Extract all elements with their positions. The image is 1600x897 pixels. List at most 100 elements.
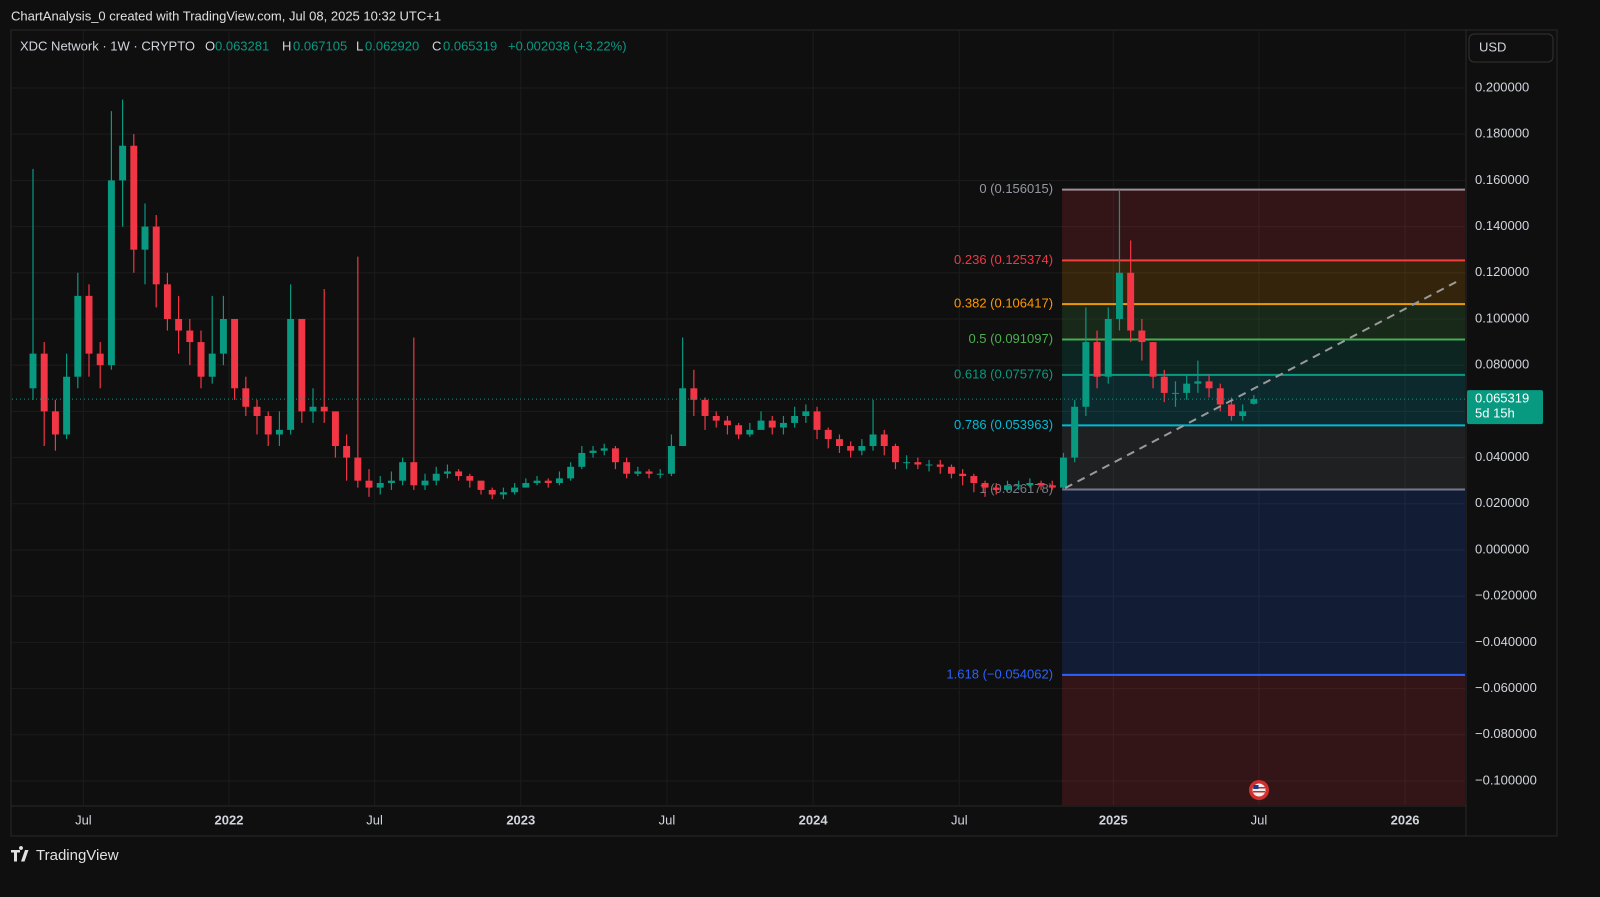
candle-body <box>959 473 967 477</box>
candle-body <box>1071 406 1079 458</box>
candle-body <box>880 434 888 447</box>
candle-body <box>925 464 933 466</box>
y-tick-label: 0.140000 <box>1475 218 1529 233</box>
x-tick-label: 2022 <box>215 812 244 827</box>
trendline <box>1064 279 1461 489</box>
fib-zone <box>1062 189 1465 261</box>
candle-body <box>970 476 978 483</box>
last-price-tag <box>1467 390 1543 425</box>
fib-retracement: 0 (0.156015) 0.236 (0.125374) 0.382 (0.106… <box>946 181 1465 805</box>
fib-label: 1 (0.026178) <box>979 481 1053 496</box>
x-tick-label: Jul <box>951 812 968 827</box>
open-label: O <box>205 38 215 53</box>
candle-body <box>264 415 272 435</box>
candle-body <box>1093 342 1101 377</box>
event-icon <box>1249 780 1269 800</box>
candle-body <box>275 429 283 435</box>
candle-body <box>253 406 261 416</box>
x-tick-label: 2025 <box>1099 812 1128 827</box>
currency[interactable]: USD <box>1479 39 1506 54</box>
fib-label: 0.618 (0.075776) <box>954 366 1053 381</box>
candle-body <box>499 492 507 495</box>
candle-body <box>813 411 821 430</box>
fib-zone <box>1062 339 1465 375</box>
candle-body <box>387 480 395 483</box>
candle-body <box>723 420 731 426</box>
x-tick-label: Jul <box>366 812 383 827</box>
candle-body <box>981 482 989 488</box>
candle-body <box>1104 318 1112 377</box>
caption: ChartAnalysis_0 created with TradingView… <box>11 8 441 23</box>
fib-zone <box>1062 489 1465 675</box>
fib-label: 1.618 (−0.054062) <box>946 666 1053 681</box>
candle-body <box>96 353 104 366</box>
fib-label: 0.5 (0.091097) <box>968 331 1053 346</box>
candle-body <box>231 318 239 389</box>
y-tick-label: −0.100000 <box>1475 772 1537 787</box>
candle-body <box>1037 482 1045 486</box>
y-tick-label: −0.040000 <box>1475 634 1537 649</box>
candle-body <box>432 473 440 481</box>
candle-body <box>63 376 71 435</box>
x-tick-label: 2026 <box>1391 812 1420 827</box>
candle-body <box>141 226 149 250</box>
candle-body <box>443 471 451 474</box>
candle-body <box>600 448 608 451</box>
candle-body <box>667 446 675 474</box>
candle-body <box>1127 272 1135 331</box>
candle-body <box>287 318 295 430</box>
fib-zone <box>1062 425 1465 490</box>
candle-body <box>1003 485 1011 490</box>
candle-body <box>410 462 418 486</box>
y-tick-label: 0.200000 <box>1475 79 1529 94</box>
candle-body <box>477 480 485 490</box>
currency-button[interactable] <box>1468 33 1554 63</box>
candle-body <box>746 429 754 435</box>
y-tick-label: 0.000000 <box>1475 541 1529 556</box>
candle-body <box>634 471 642 474</box>
countdown: 5d 15h <box>1475 406 1515 421</box>
candle-body <box>656 473 664 475</box>
candle-body <box>1115 272 1123 319</box>
y-tick-label: −0.080000 <box>1475 726 1537 741</box>
candle-body <box>219 318 227 354</box>
candle-body <box>869 434 877 447</box>
candle-body <box>589 450 597 453</box>
x-tick-label: 2024 <box>799 812 829 827</box>
candle-body <box>186 330 194 343</box>
candle-body <box>488 489 496 495</box>
high-label: H <box>282 38 291 53</box>
candle-body <box>690 388 698 400</box>
y-tick-label: 0.020000 <box>1475 495 1529 510</box>
candle-body <box>835 439 843 447</box>
candle-body <box>544 480 552 483</box>
candle-body <box>152 226 160 285</box>
brand: TradingView <box>11 846 119 864</box>
fib-label: 0.382 (0.106417) <box>954 296 1053 311</box>
candle-body <box>74 295 82 377</box>
candle-body <box>802 411 810 416</box>
candle-body <box>320 406 328 412</box>
x-tick-label: Jul <box>659 812 676 827</box>
candle-body <box>1205 381 1213 389</box>
candle-body <box>992 487 1000 490</box>
candle-body <box>421 480 429 486</box>
candle-body <box>533 480 541 483</box>
candle-body <box>1194 381 1202 384</box>
candle-body <box>354 457 362 481</box>
candle-body <box>376 482 384 488</box>
candle-body <box>947 466 955 474</box>
candle-body <box>298 318 306 412</box>
candle-body <box>1250 399 1258 404</box>
candle-body <box>40 353 48 412</box>
candle-body <box>242 388 250 407</box>
x-tick-label: 2023 <box>506 812 535 827</box>
low-label: L <box>356 38 363 53</box>
fib-label: 0.786 (0.053963) <box>954 417 1053 432</box>
candle-body <box>1239 411 1247 416</box>
candle-body <box>701 399 709 416</box>
candle-body <box>567 466 575 479</box>
fib-label: 0.236 (0.125374) <box>954 252 1053 267</box>
candle-body <box>914 462 922 465</box>
